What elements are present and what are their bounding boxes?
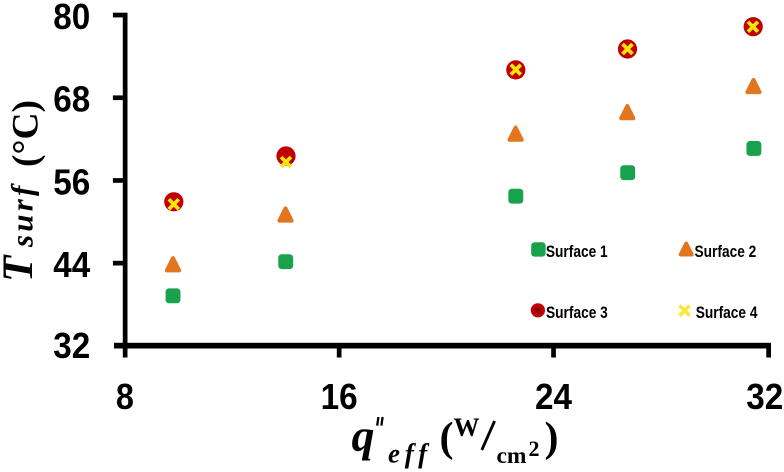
svg-text:Surface 2: Surface 2 (695, 242, 757, 261)
svg-text:24: 24 (535, 376, 573, 417)
svg-text:Surface 3: Surface 3 (546, 303, 608, 322)
svg-text:Surface 4: Surface 4 (696, 303, 758, 322)
svg-text:eff: eff (388, 439, 432, 469)
svg-text:68: 68 (53, 79, 90, 120)
svg-text:T: T (0, 254, 42, 282)
svg-text:80: 80 (53, 0, 90, 37)
svg-text:surf: surf (5, 183, 40, 249)
svg-text:32: 32 (53, 325, 90, 366)
svg-text:16: 16 (321, 376, 358, 417)
svg-text:8: 8 (116, 376, 134, 417)
svg-text:2: 2 (529, 436, 540, 461)
svg-text:Surface 1: Surface 1 (546, 242, 608, 261)
svg-text:(°C): (°C) (5, 100, 46, 167)
svg-text:): ) (545, 415, 559, 461)
svg-text:(: ( (440, 415, 454, 461)
svg-text:32: 32 (746, 376, 783, 417)
svg-text:cm: cm (497, 443, 527, 469)
svg-text:q: q (352, 410, 375, 461)
svg-text:W: W (454, 413, 480, 442)
svg-text:56: 56 (53, 161, 90, 202)
svg-text:44: 44 (53, 244, 91, 285)
